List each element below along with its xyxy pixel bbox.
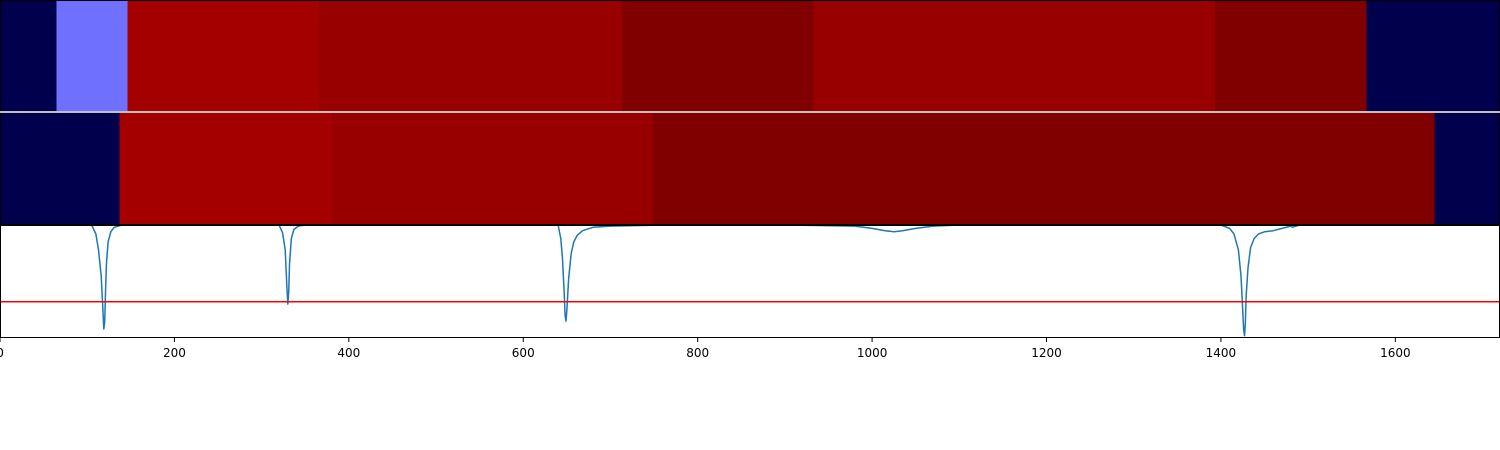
x-tick-label: 1000 [857, 346, 888, 360]
top-band-segment-4 [622, 0, 815, 112]
middle-segmentation-band [0, 112, 1500, 225]
x-tick-label: 1400 [1206, 346, 1237, 360]
top-band-segment-6 [1214, 0, 1368, 112]
x-tick-label: 400 [337, 346, 360, 360]
panel-frame-3 [0, 225, 1500, 338]
x-tick-label: 0 [0, 346, 4, 360]
x-tick-label: 1600 [1380, 346, 1411, 360]
middle-band-segment-3 [652, 112, 1436, 225]
top-band-segment-5 [813, 0, 1216, 112]
x-tick-label: 1200 [1031, 346, 1062, 360]
signal-series-line [0, 224, 1500, 337]
top-band-segment-1 [56, 0, 128, 112]
middle-band-segment-2 [331, 112, 653, 225]
top-segmentation-band [0, 0, 1500, 112]
x-tick-label: 800 [686, 346, 709, 360]
x-tick-label: 200 [163, 346, 186, 360]
top-band-segment-3 [318, 0, 624, 112]
top-band-segment-0 [0, 0, 58, 112]
middle-band-segment-0 [0, 112, 121, 225]
middle-band-segment-1 [119, 112, 332, 225]
top-band-segment-7 [1366, 0, 1500, 112]
x-tick-label: 600 [512, 346, 535, 360]
signal-line-panel [0, 224, 1500, 337]
x-axis: 0 200 400 600 800 1000 1200 1400 1600 [0, 338, 1411, 360]
top-band-segment-2 [127, 0, 319, 112]
middle-band-segment-4 [1434, 112, 1500, 225]
